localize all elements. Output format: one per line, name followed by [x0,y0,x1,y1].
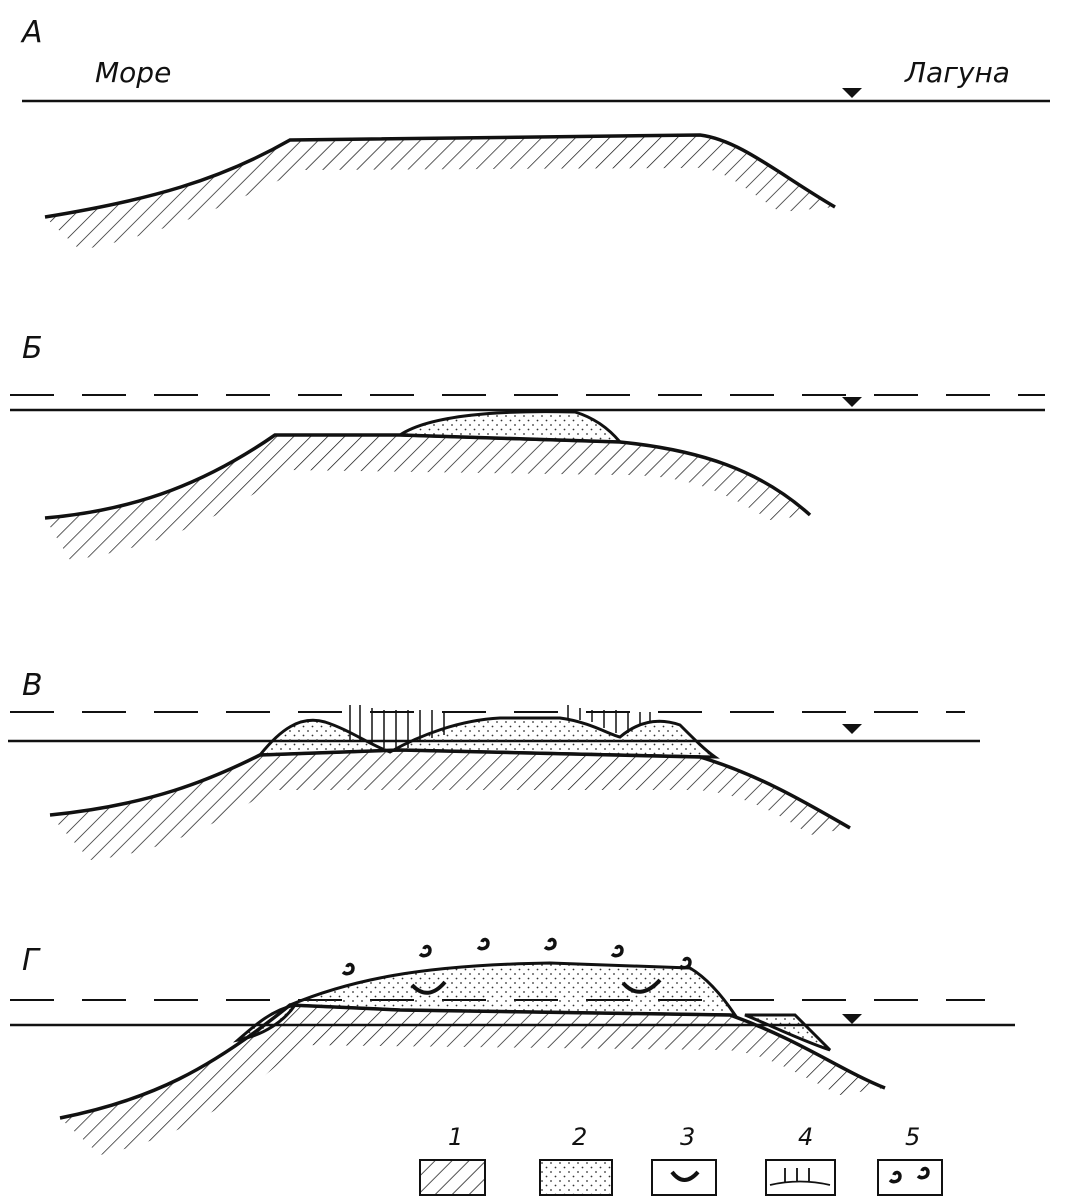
bedrock [50,750,850,860]
panel-label: Б [22,331,43,366]
water-marker [842,88,862,98]
legend-number: 5 [905,1123,920,1151]
panel-label: В [22,668,43,703]
legend-erosion-symbol [769,1168,831,1186]
bedrock [60,1005,885,1155]
legend: 1 2 3 4 5 [419,1123,943,1196]
water-marker [842,1014,862,1024]
panel-label: Г [22,943,41,978]
legend-plant-symbol [916,1166,930,1180]
legend-depression-symbol [670,1170,700,1182]
legend-number: 3 [680,1123,695,1151]
legend-bedrock [419,1159,486,1196]
profile [44,133,836,219]
profile [44,433,812,520]
legend-number: 4 [798,1123,813,1151]
sand [395,410,624,444]
depression-symbols [410,978,662,995]
legend-depression [651,1159,717,1196]
legend-plant-symbol [888,1170,902,1184]
legend-sand [539,1159,613,1196]
legend-plants [877,1159,943,1196]
panel-g: Г [10,937,1015,1155]
bedrock [45,135,835,250]
panel-b: Б [10,331,1045,560]
erosion-marks [349,705,651,750]
sand [256,716,720,759]
panel-v: В [8,668,980,860]
legend-number: 1 [448,1123,463,1151]
water-marker [842,724,862,734]
legend-number: 2 [572,1123,587,1151]
profile [59,1003,886,1120]
profile [49,748,851,830]
vertical-ticks [349,705,651,750]
panel-label: А [20,15,43,50]
panel-a: А Море Лагуна [20,15,1050,250]
sand [289,961,738,1017]
legend-erosion [765,1159,836,1196]
lagoon-label: Лагуна [904,56,1010,89]
water-marker [842,397,862,407]
sea-label: Море [95,56,171,89]
sand-right [744,1013,832,1052]
bedrock [45,435,810,560]
